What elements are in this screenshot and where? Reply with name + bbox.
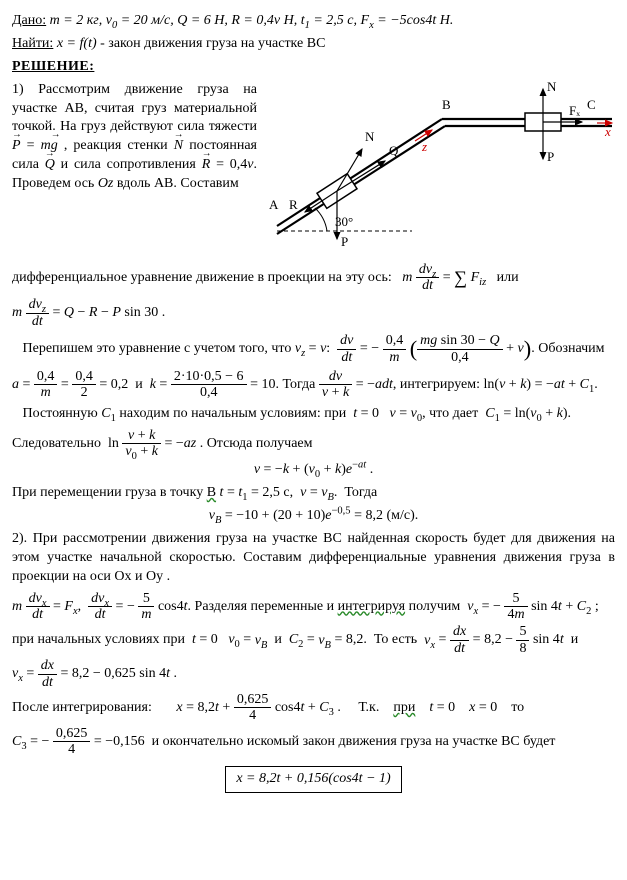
svg-text:A: A: [269, 197, 279, 212]
eq-C3: C3 = − 0,6254 = −0,156 и окончательно ис…: [12, 726, 615, 758]
vec-N: N: [174, 137, 183, 156]
step1-row: 1) Рассмотрим движение груза на участке …: [12, 81, 615, 258]
step1-text: 1) Рассмотрим движение груза на участке …: [12, 81, 257, 194]
step2-text: 2). При рассмотрении движения груза на у…: [12, 530, 615, 587]
eq-after-int: После интегрирования: x = 8,2t + 0,6254 …: [12, 692, 615, 724]
vec-P: P: [12, 137, 21, 156]
svg-text:B: B: [442, 97, 451, 112]
eq-Fx: m dvxdt = Fx, dvxdt = − 5m cos4t. Раздел…: [12, 591, 615, 623]
vec-R: R: [202, 156, 211, 175]
svg-text:P: P: [341, 234, 348, 249]
svg-text:C: C: [587, 97, 596, 112]
svg-text:Q: Q: [389, 143, 399, 158]
svg-text:Fₓ: Fₓ: [569, 103, 580, 118]
svg-text:N: N: [365, 129, 375, 144]
answer-box: x = 8,2t + 0,156(cos4t − 1): [12, 760, 615, 799]
eq-a-k: a = 0,4m = 0,42 = 0,2 и k = 2·10·0,5 − 6…: [12, 369, 615, 401]
diagram-container: 30° N Q R P z A B C N: [267, 81, 617, 258]
find-line: Найти: x = f(t) x = f(t) - закон движени…: [12, 35, 615, 54]
eq-ln: Следовательно ln v + kv0 + k = −az . Отс…: [12, 428, 615, 460]
angle-label: 30°: [335, 214, 353, 229]
para-vB: При перемещении груза в точку B t = t1 =…: [12, 484, 615, 503]
svg-text:P: P: [547, 149, 554, 164]
solution-heading: РЕШЕНИЕ:: [12, 58, 615, 77]
svg-text:z: z: [421, 139, 427, 154]
svg-text:R: R: [289, 197, 298, 212]
para-C1: Постоянную C1 находим по начальным услов…: [12, 405, 615, 424]
para-diff-eq: дифференциальное уравнение движение в пр…: [12, 262, 615, 294]
given-label: Дано:: [12, 13, 46, 28]
eq-v: v = −k + (v0 + k)e−at .: [12, 461, 615, 480]
eq-init-vx: при начальных условиях при t = 0 v0 = vB…: [12, 624, 615, 656]
point-B: B: [207, 485, 216, 500]
para-rewrite: Перепишем это уравнение с учетом того, ч…: [12, 333, 615, 365]
answer: x = 8,2t + 0,156(cos4t − 1): [225, 766, 401, 793]
vec-Q: Q: [45, 156, 55, 175]
eq-main-diff: m dvzdt = Q − R − P sin 30 .: [12, 297, 615, 329]
svg-text:x: x: [604, 124, 611, 139]
integrating: интегрируя: [338, 599, 405, 614]
diagram: 30° N Q R P z A B C N: [267, 81, 617, 251]
given-line: Дано: m = 2 кг, v0 = 20 м/с, Q = 6 Н, R …: [12, 12, 615, 31]
find-label: Найти:: [12, 36, 53, 51]
eq-vB: vB = −10 + (20 + 10)e−0,5 = 8,2 (м/с).: [12, 507, 615, 526]
svg-text:N: N: [547, 81, 557, 94]
eq-vx2: vx = dxdt = 8,2 − 0,625 sin 4t .: [12, 658, 615, 690]
